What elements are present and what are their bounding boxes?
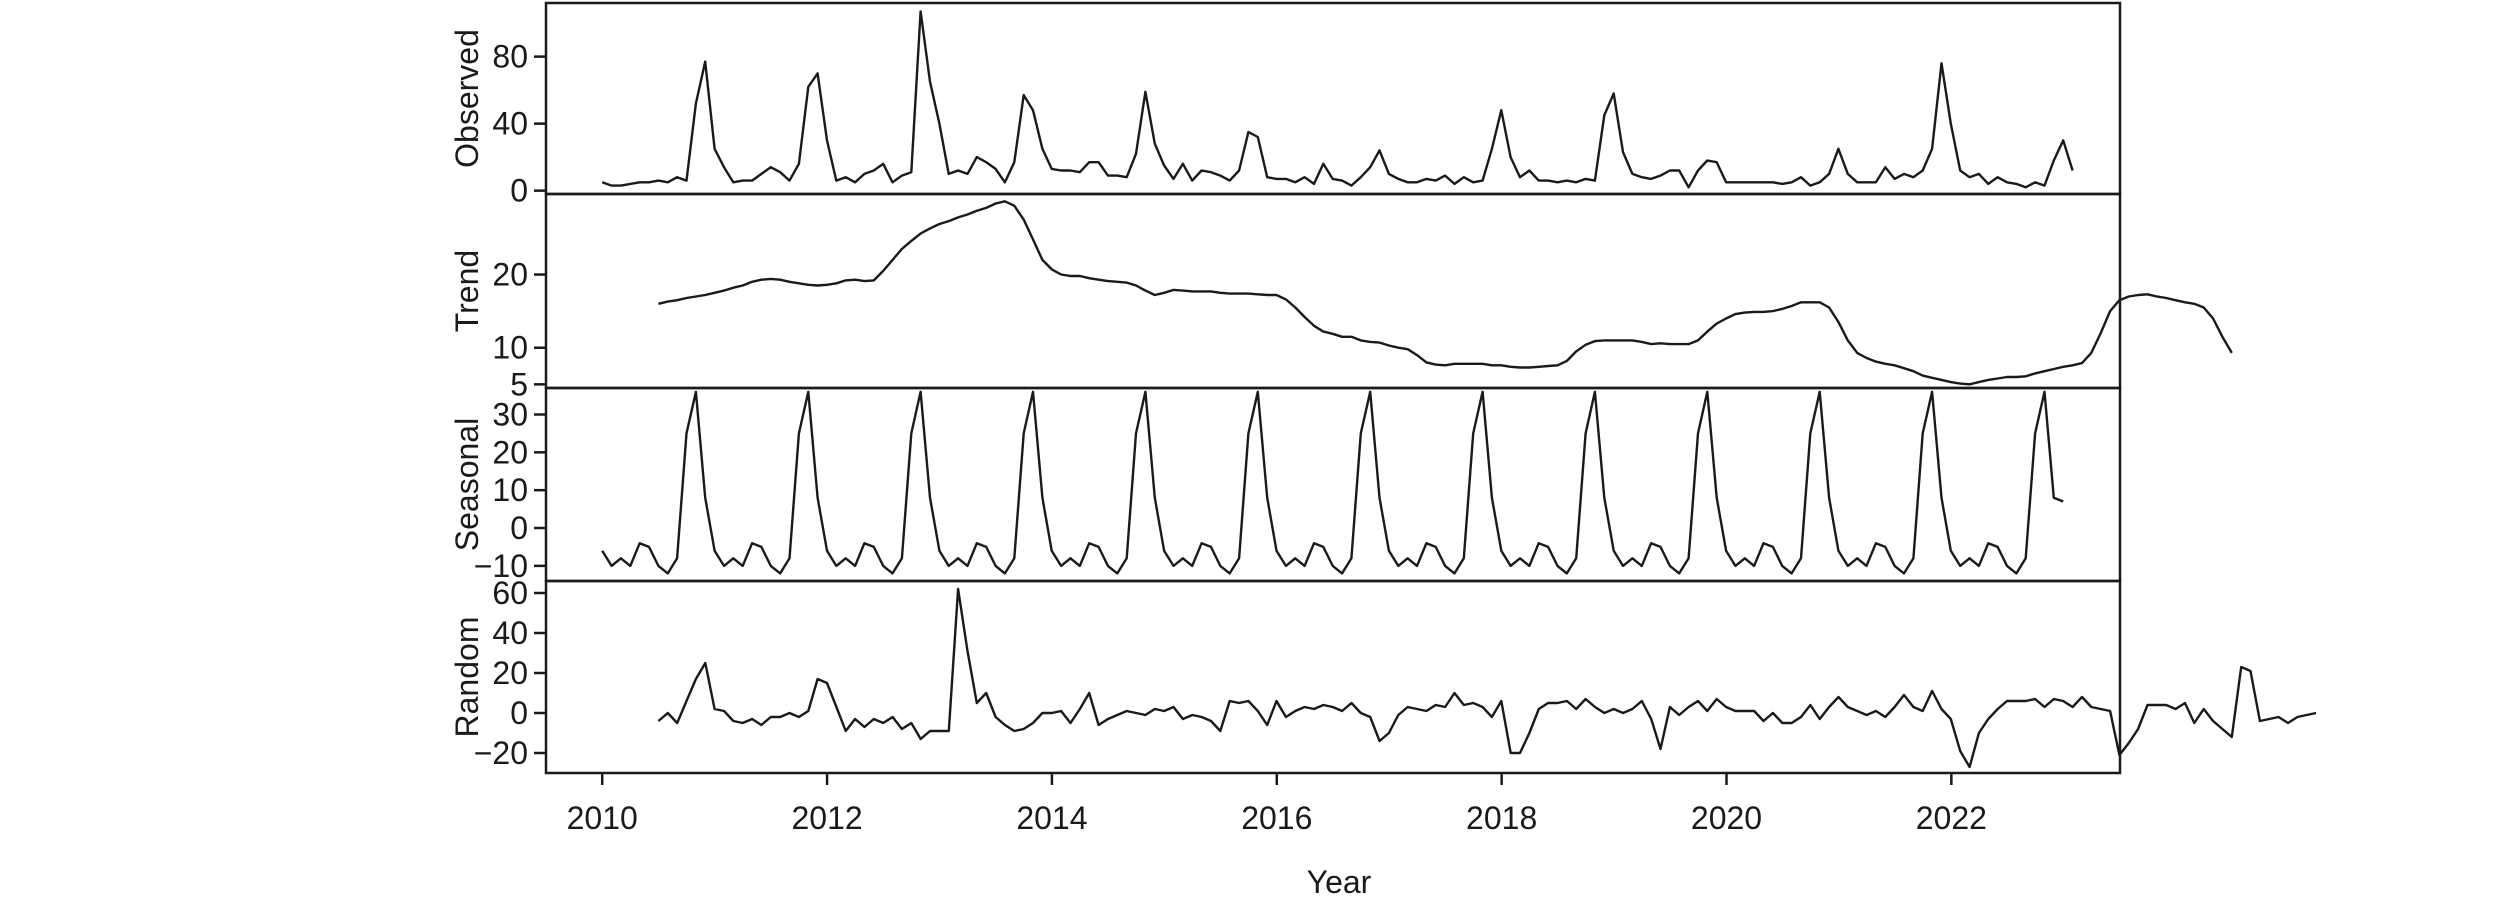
- seasonal-axis-title: Seasonal: [449, 418, 485, 551]
- x-tick-label: 2012: [791, 800, 862, 836]
- trend-y-tick-label: 20: [492, 257, 528, 293]
- seasonal-y-tick-label: 30: [492, 396, 528, 432]
- x-tick-label: 2010: [567, 800, 638, 836]
- random-y-tick-label: 0: [510, 695, 528, 731]
- seasonal-y-tick-label: 0: [510, 510, 528, 546]
- random-axis-title: Random: [449, 617, 485, 738]
- random-y-tick-label: 20: [492, 655, 528, 691]
- seasonal-y-tick-label: 20: [492, 434, 528, 470]
- x-tick-label: 2014: [1016, 800, 1087, 836]
- x-tick-label: 2018: [1466, 800, 1537, 836]
- trend-y-tick-label: 10: [492, 330, 528, 366]
- trend-y-tick-label: 5: [510, 366, 528, 402]
- random-y-tick-label: 40: [492, 615, 528, 651]
- random-series-line: [657, 587, 2317, 769]
- observed-y-tick-label: 80: [492, 39, 528, 75]
- x-tick-label: 2016: [1241, 800, 1312, 836]
- random-panel-frame: [544, 579, 2122, 775]
- observed-axis-title: Observed: [449, 29, 485, 168]
- observed-panel-frame: [544, 1, 2122, 196]
- observed-y-tick-label: 0: [510, 173, 528, 209]
- chart-panels: 04080Observed51020Trend−100102030Seasona…: [449, 1, 2317, 775]
- trend-series-line: [658, 200, 2233, 386]
- random-y-tick-label: −20: [474, 735, 528, 771]
- observed-y-tick-label: 40: [492, 106, 528, 142]
- seasonal-panel-frame: [544, 386, 2122, 583]
- x-axis: 2010 2012 2014 2016 2018 2020 2022: [567, 773, 1987, 836]
- trend-axis-title: Trend: [449, 250, 485, 332]
- random-y-tick-label: 60: [492, 575, 528, 611]
- seasonal-y-tick-label: −10: [474, 548, 528, 584]
- seasonal-y-tick-label: 10: [492, 472, 528, 508]
- x-axis-title: Year: [1307, 864, 1372, 900]
- trend-panel-frame: [544, 192, 2122, 390]
- x-tick-label: 2022: [1916, 800, 1987, 836]
- seasonal-series-line: [601, 390, 2064, 575]
- observed-series-line: [601, 10, 2074, 189]
- x-tick-label: 2020: [1691, 800, 1762, 836]
